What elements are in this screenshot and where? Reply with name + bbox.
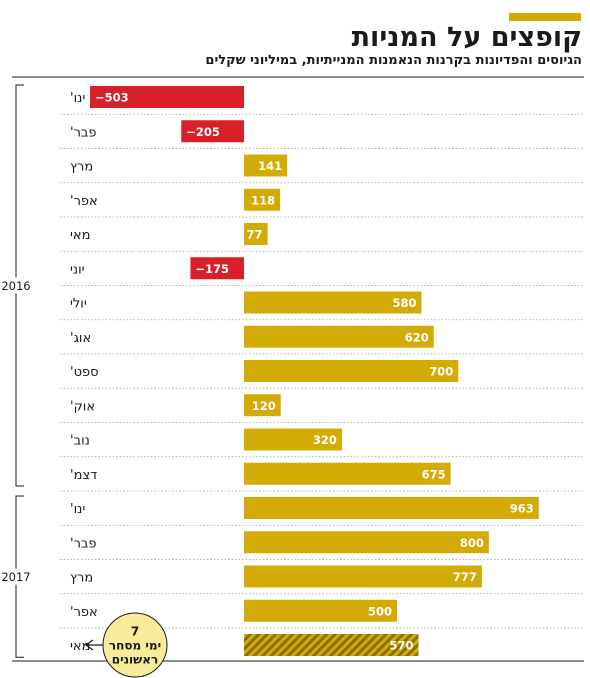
value-label: 963 [510, 502, 534, 516]
bar [244, 223, 268, 245]
month-label: ינו' [70, 91, 85, 106]
month-label: מרץ [70, 160, 93, 175]
value-label: 120 [252, 399, 276, 413]
bar [244, 325, 434, 348]
value-label: 118 [251, 193, 275, 207]
callout-text: ראשונים [112, 653, 159, 667]
month-label: פבר' [70, 125, 97, 140]
bar [244, 531, 489, 554]
month-label: אפר' [70, 194, 98, 209]
bar [244, 154, 288, 177]
year-label-bg [1, 568, 31, 585]
bar [244, 428, 342, 451]
month-label: דצמ' [70, 468, 97, 483]
callout-text: ימי מסחר [109, 639, 161, 653]
bar [181, 120, 244, 143]
value-label: −175 [195, 262, 229, 276]
bar [244, 291, 422, 314]
title-accent-bar [509, 13, 581, 21]
callout-circle [102, 612, 168, 678]
labels-layer: −503 ינו' −205 פבר' 141 מרץ 118 אפר' 77 מאי −175 יו… [70, 91, 534, 655]
bar [244, 634, 419, 656]
year-label: 2017 [1, 570, 30, 584]
bar [244, 565, 482, 588]
callout-arrowhead [84, 639, 94, 651]
bar [244, 188, 281, 211]
bar [244, 497, 539, 519]
value-label: −503 [95, 91, 129, 105]
value-label: 777 [453, 570, 477, 584]
callout-text: 7 [131, 625, 139, 639]
value-label: 77 [247, 228, 263, 242]
month-label: ספט' [70, 365, 99, 380]
bar [244, 360, 459, 382]
bar [244, 599, 398, 622]
value-label: 620 [405, 330, 429, 344]
value-label: 141 [258, 159, 282, 173]
bar [90, 86, 244, 108]
value-label: −205 [186, 125, 220, 139]
bar [244, 394, 281, 417]
year-label: 2016 [1, 279, 30, 293]
month-label: נוב' [70, 434, 90, 449]
year-groups-layer: 2016 2017 [1, 84, 31, 658]
month-label: מרץ [70, 571, 93, 586]
value-label: 700 [429, 365, 453, 379]
value-label: 800 [460, 536, 484, 550]
month-label: יולי [70, 297, 87, 312]
month-label: יוני [70, 262, 85, 277]
value-label: 580 [393, 296, 417, 310]
value-label: 675 [422, 467, 446, 481]
month-label: פבר' [70, 536, 97, 551]
bar [190, 257, 244, 280]
chart-subtitle: הגיוסים והפדיונות בקרנות הנאמנות המנייתי… [205, 53, 582, 68]
month-label: מאי [70, 228, 90, 243]
month-label: אפר' [70, 605, 98, 620]
value-label: 570 [389, 639, 413, 653]
month-label: אוק' [70, 399, 95, 414]
year-label-bg [1, 277, 31, 294]
bars-layer [90, 86, 539, 656]
bar [244, 462, 451, 485]
month-label: אוג' [70, 331, 91, 346]
value-label: 320 [313, 433, 337, 447]
month-label: מאי [70, 639, 90, 654]
chart-title: קופצים על המניות [351, 22, 582, 53]
month-label: ינו' [70, 502, 85, 517]
value-label: 500 [368, 604, 392, 618]
